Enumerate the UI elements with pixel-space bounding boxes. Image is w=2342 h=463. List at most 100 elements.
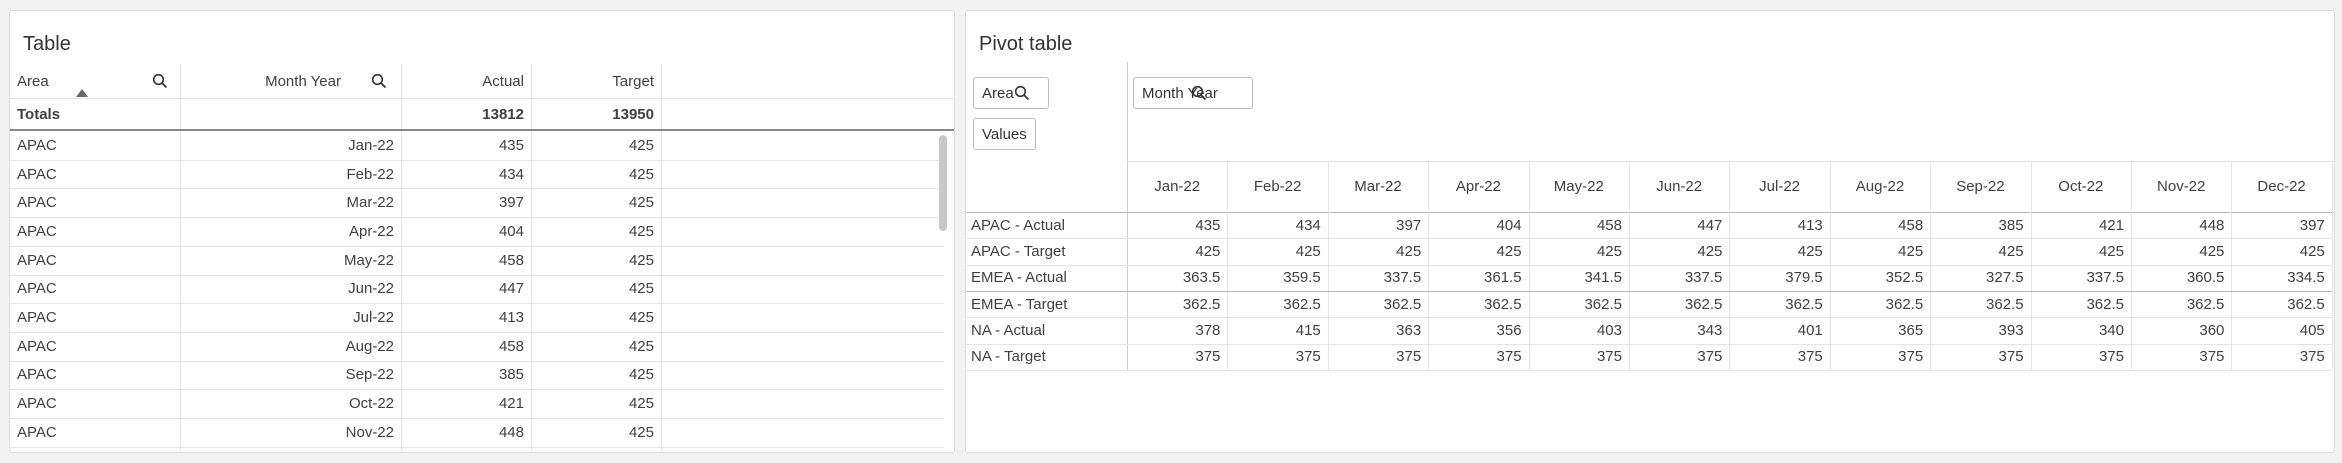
- month-header: May-22: [1553, 178, 1604, 195]
- row-line: [10, 217, 944, 219]
- pivot-cell: 362.5: [1885, 295, 1924, 313]
- search-icon[interactable]: [371, 73, 387, 89]
- column-divider: [531, 64, 532, 452]
- column-header[interactable]: Area: [17, 72, 49, 90]
- month-header: Jun-22: [1656, 178, 1703, 195]
- pivot-cell: 425: [1697, 242, 1723, 260]
- totals-line: [10, 129, 954, 131]
- pivot-row-line: [966, 369, 2332, 371]
- column-divider: [401, 64, 402, 452]
- table-cell: Oct-22: [348, 395, 394, 413]
- table-cell: Sep-22: [345, 366, 394, 384]
- row-field-button[interactable]: Values: [973, 118, 1036, 150]
- pivot-cell: 425: [1396, 242, 1422, 260]
- pivot-cell: 337.5: [2086, 269, 2124, 287]
- totals-label: Totals: [17, 106, 61, 123]
- search-icon[interactable]: [1014, 85, 1030, 101]
- pivot-cell: 362.5: [1182, 295, 1221, 313]
- pivot-cell: 447: [1697, 216, 1723, 234]
- table-cell: 435: [498, 136, 524, 154]
- pivot-row-label: EMEA - Actual: [971, 269, 1067, 287]
- pivot-cell: 375: [1697, 348, 1723, 366]
- table-title: Table: [23, 33, 71, 55]
- table-cell: APAC: [17, 165, 57, 183]
- table-cell: Jul-22: [353, 309, 394, 327]
- pivot-top-line: [1127, 161, 2334, 162]
- pivot-cell: 393: [1998, 321, 2024, 339]
- month-header: Apr-22: [1455, 178, 1501, 195]
- pivot-title: Pivot table: [979, 33, 1073, 55]
- table-cell: APAC: [17, 251, 57, 269]
- pivot-cell: 362.5: [2086, 295, 2124, 313]
- row-line: [10, 188, 944, 190]
- table-cell: 425: [628, 251, 654, 269]
- pivot-cell: 363.5: [1182, 269, 1221, 287]
- column-header[interactable]: Month Year: [265, 72, 341, 90]
- pivot-cell: 425: [1797, 242, 1823, 260]
- scrollbar[interactable]: [939, 135, 947, 231]
- pivot-row-line: [966, 290, 2332, 292]
- pivot-row-label: NA - Actual: [971, 321, 1046, 339]
- pivot-cell: 425: [1898, 242, 1924, 260]
- pivot-panel: Pivot table Area Values Month Year Jan-22 Fe…: [965, 10, 2335, 453]
- table-cell: Feb-22: [346, 165, 394, 183]
- pivot-cell: 362.5: [1684, 295, 1723, 313]
- pivot-cell: 448: [2199, 216, 2225, 234]
- table-cell: 448: [498, 423, 524, 441]
- column-divider: [661, 64, 662, 452]
- table-cell: 385: [498, 366, 524, 384]
- row-line: [10, 331, 944, 333]
- pivot-cell: 352.5: [1885, 269, 1924, 287]
- pivot-cell: 425: [2098, 242, 2124, 260]
- pivot-row-label: APAC - Target: [971, 242, 1066, 260]
- search-icon[interactable]: [152, 73, 168, 89]
- table-cell: 458: [498, 337, 524, 355]
- column-header[interactable]: Target: [612, 72, 654, 90]
- row-line: [10, 446, 944, 448]
- row-field-button[interactable]: Area: [973, 77, 1049, 109]
- pivot-cell: 375: [1998, 348, 2024, 366]
- pivot-cell: 403: [1596, 321, 1622, 339]
- pivot-cell: 343: [1697, 321, 1723, 339]
- table-cell: 397: [498, 194, 524, 212]
- row-line: [10, 360, 944, 362]
- table-cell: 425: [628, 136, 654, 154]
- pivot-cell: 327.5: [1986, 269, 2024, 287]
- pivot-cell: 425: [2199, 242, 2225, 260]
- table-cell: APAC: [17, 280, 57, 298]
- pivot-row-label: APAC - Actual: [971, 216, 1065, 234]
- column-header[interactable]: Actual: [482, 72, 524, 90]
- table-cell: 425: [628, 337, 654, 355]
- pivot-cell: 360: [2199, 321, 2225, 339]
- month-header: Mar-22: [1354, 178, 1402, 195]
- pivot-row-label: EMEA - Target: [971, 295, 1068, 313]
- table-cell: 425: [628, 222, 654, 240]
- month-divider: [2331, 161, 2333, 370]
- month-header: Nov-22: [2157, 178, 2206, 195]
- table-panel: Table Area Month Year Actual Target Totals 13…: [9, 10, 955, 453]
- month-header: Aug-22: [1855, 178, 1905, 195]
- pivot-cell: 385: [1998, 216, 2024, 234]
- table-cell: 425: [628, 280, 654, 298]
- month-header: Feb-22: [1253, 178, 1302, 195]
- pivot-cell: 375: [2098, 348, 2124, 366]
- pivot-row-line: [966, 264, 2332, 266]
- table-cell: 425: [628, 366, 654, 384]
- header-line: [10, 98, 954, 99]
- pivot-cell: 375: [2299, 348, 2325, 366]
- row-line: [10, 159, 944, 161]
- pivot-cell: 359.5: [1283, 269, 1321, 287]
- table-cell: 425: [628, 165, 654, 183]
- table-cell: 458: [498, 251, 524, 269]
- table-cell: 404: [498, 222, 524, 240]
- table-cell: APAC: [17, 423, 57, 441]
- pivot-cell: 397: [1396, 216, 1422, 234]
- pivot-cell: 362.5: [1283, 295, 1321, 313]
- pivot-cell: 375: [1195, 348, 1221, 366]
- search-icon[interactable]: [1191, 85, 1207, 101]
- pivot-header-line: [966, 212, 2334, 213]
- pivot-cell: 375: [1898, 348, 1924, 366]
- table-cell: 413: [498, 309, 524, 327]
- pivot-cell: 435: [1195, 216, 1221, 234]
- table-cell: APAC: [17, 366, 57, 384]
